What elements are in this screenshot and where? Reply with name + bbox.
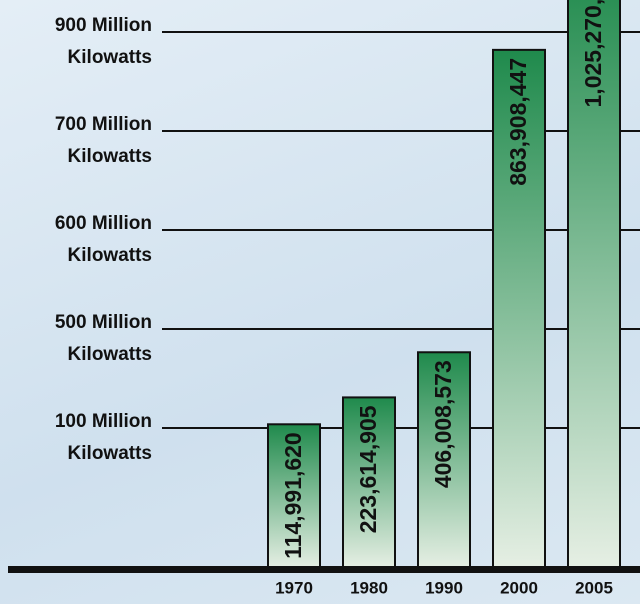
- value-label: 223,614,905: [355, 405, 381, 533]
- bar: [417, 351, 471, 569]
- y-tick-label: 900 Million Kilowatts: [54, 15, 152, 68]
- x-tick-label: 1980: [350, 578, 388, 597]
- bar: [492, 48, 546, 570]
- y-tick-label: 600 Million Kilowatts: [54, 213, 152, 266]
- value-label: 863,908,447: [505, 58, 531, 186]
- bar: [267, 423, 321, 569]
- y-tick-label: 500 Million Kilowatts: [54, 312, 152, 365]
- baseline: [8, 566, 640, 573]
- x-tick-label: 2000: [500, 578, 538, 597]
- x-tick-label: 2005: [575, 578, 613, 597]
- y-tick-label: 100 Million Kilowatts: [54, 411, 152, 464]
- value-label: 1,025,270,22: [580, 0, 606, 107]
- value-label: 406,008,573: [430, 360, 456, 488]
- x-tick-label: 1970: [275, 578, 313, 597]
- x-tick-label: 1990: [425, 578, 463, 597]
- y-tick-label: 700 Million Kilowatts: [54, 114, 152, 167]
- value-label: 114,991,620: [280, 432, 306, 559]
